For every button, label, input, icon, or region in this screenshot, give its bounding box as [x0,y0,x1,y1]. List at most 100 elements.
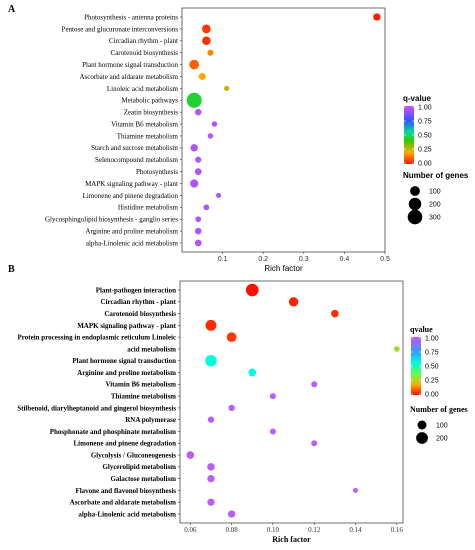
panel-a-category-label: Carotenoid biosynthesis [111,49,179,57]
panel-b-category-label: Ascorbate and aldarate metabolism [70,499,177,507]
panel-a-category-label: Circadian rhythm - plant [109,37,178,45]
panel-a-category-label: Histidine metabolism [118,204,179,212]
panel-a-category-label: Vitamin B6 metabolism [111,120,178,128]
panel-a-point [201,24,211,34]
panel-b-color-legend-label: 0.25 [425,377,439,384]
panel-b-point [186,451,195,459]
panel-b-category-label: Glycerolipid metabolism [102,463,176,471]
panel-b-color-legend-label: 0.75 [425,349,439,356]
panel-b-point [245,283,259,297]
panel-a-x-axis-label: Rich factor [264,264,303,273]
panel-a-size-legend-dot [410,186,420,196]
panel-a-category-label: Arginine and proline metabolism [85,228,178,236]
panel-a-category-label: Linoleic acid metabolism [107,85,179,93]
panel-b-size-legend-dot [416,432,428,444]
panel-a-category-label: Ascorbate and aldarate metabolism [79,73,178,81]
panel-b-plot-frame [179,280,404,524]
panel-a-point [202,36,211,46]
panel-b-point [205,354,217,367]
panel-b-category-label: MAPK signaling pathway - plant [77,322,176,330]
panel-b-point [248,368,257,377]
panel-b-category-label: RNA polymerase [125,416,176,424]
panel-b-point [269,393,276,400]
panel-b-size-legend-label: 200 [436,436,448,443]
panel-b-category-label: Plant hormone signal transduction [72,357,176,365]
panel-a-point [190,179,199,188]
panel-a-xtick-label: 0.5 [380,256,390,263]
panel-b: Plant-pathogen interaction Circadian rhyt… [17,280,468,544]
panel-b-point [353,487,358,493]
panel-b-category-label: Galactose metabolism [110,475,176,483]
panel-a-point [194,227,202,235]
panel-b-size-legend-dot [417,420,427,430]
panel-a-category-label: Glycosphingolipid biosynthesis - ganglio… [45,216,178,224]
panel-a-size-legend-dot [408,197,422,211]
panel-b-category-label: Arginine and proline metabolism [77,369,176,377]
panel-a-point [224,85,230,92]
panel-a-category-label: Pentose and glucuronate interconversions [62,25,179,33]
panel-a-category-label: Photosynthesis [136,168,178,176]
panel-a-point [211,121,218,127]
panel-b-point [207,498,215,506]
panel-a-point [190,144,198,152]
panel-a-color-bar [404,106,414,164]
panel-a-size-legend-label: 200 [429,202,441,209]
panel-a-xtick-label: 0.1 [218,256,228,263]
panel-a-xtick-label: 0.2 [258,256,268,263]
panel-a-point [203,204,210,211]
panel-a-category-label: MAPK signaling pathway - plant [85,180,178,188]
panel-b-color-legend-label: 0.00 [425,391,439,398]
panel-b-category-label: Flavone and flavonol biosynthesis [75,487,176,495]
panel-a-color-legend-label: 1.00 [418,104,432,111]
panel-a-size-legend-dot [407,209,423,225]
panel-a-point [207,49,214,56]
panel-b-category-label: Vitamin B6 metabolism [105,381,176,389]
panel-b-color-bar [411,337,421,395]
panel-a: Photosynthesis - antenna proteins Pentose… [45,7,469,273]
panel-a-point [195,216,202,223]
panel-a-size-legend-label: 100 [429,189,441,196]
panel-b-point [226,332,237,343]
panel-b-size-legend-title: Number of genes [410,405,468,414]
panel-a-category-label: Selenocompound metabolism [95,156,179,164]
panel-a-point [194,108,202,116]
panel-b-category-label: Stilbenoid, diarylheptanoid and gingerol… [17,404,176,412]
panel-a-point [198,72,206,81]
panel-a-category-label: Plant hormone signal transduction [82,61,178,69]
panel-b-color-legend-label: 0.50 [425,363,439,370]
panel-a-point [195,156,202,163]
panel-a-color-legend-label: 0.00 [418,160,432,167]
panel-b-point [269,428,276,435]
panel-a-category-label: Starch and sucrose metabolism [91,144,178,152]
panel-a-plot-frame [181,7,386,253]
panel-b-point [205,319,217,331]
panel-a-tag: A [8,4,16,15]
panel-a-color-legend-title: q-value [403,94,432,103]
panel-a-point [216,192,222,198]
panel-b-category-label: Phosphonate and phosphinate metabolism [50,428,176,436]
panel-b-category-label: alpha-Linolenic acid metabolism [78,510,176,518]
panel-a-category-label: Metabolic pathways [121,97,178,105]
panel-a-category-label: Zeatin biosynthesis [124,109,179,117]
panel-a-point [194,168,202,176]
panel-b-point [393,346,400,352]
panel-b-xtick-label: 0.10 [267,526,280,534]
panel-b-point [311,381,318,388]
panel-b-color-legend-label: 1.00 [425,335,439,342]
panel-b-category-label: Circadian rhythm - plant [100,298,176,306]
panel-b-point [228,404,235,412]
panel-b-xtick-label: 0.16 [391,526,404,534]
panel-b-category-label: Protein processing in endoplasmic reticu… [18,334,176,342]
panel-a-category-label: Photosynthesis - antenna proteins [84,13,178,21]
panel-a-category-label: alpha-Linolenic acid metabolism [86,239,179,247]
panel-b-category-label: Carotenoid biosynthesis [104,310,176,318]
panel-b-category-label: Plant-pathogen interaction [96,286,176,294]
panel-b-category-label: Thiamine metabolism [111,393,176,401]
panel-a-color-legend-label: 0.50 [418,132,432,139]
panel-b-category-label: Glycolysis / Gluconeogenesis [91,451,176,459]
panel-b-xtick-label: 0.14 [349,526,362,534]
panel-b-point [227,510,236,518]
panel-b-category-label: Limonene and pinene degradation [74,440,177,448]
panel-a-point [189,59,199,70]
